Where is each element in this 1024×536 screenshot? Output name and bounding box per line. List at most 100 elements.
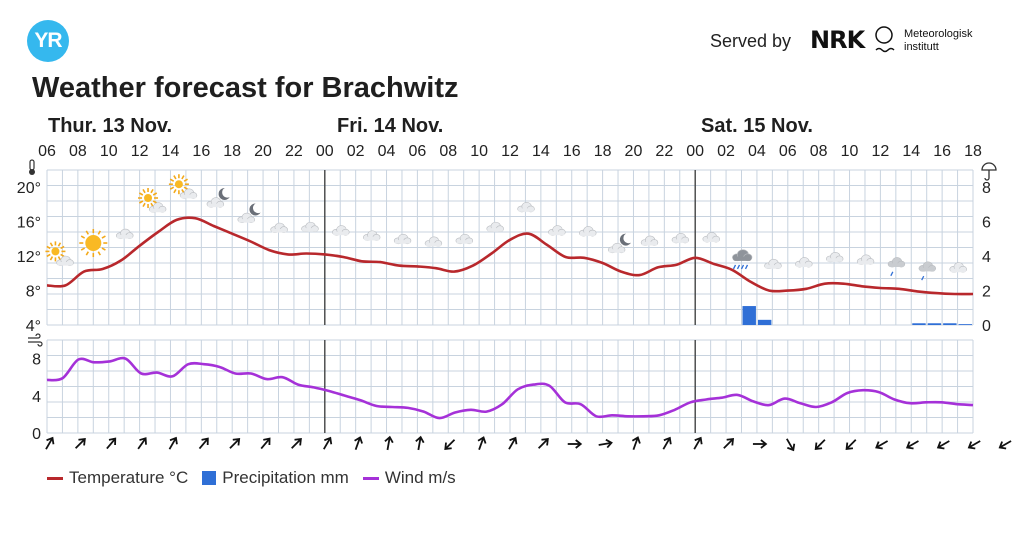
cloud-base [703, 238, 720, 243]
served-by-label: Served by [710, 31, 792, 51]
legend-temperature: Temperature °C [47, 468, 188, 488]
yr-logo[interactable]: YR [27, 20, 69, 62]
arrow-head [814, 442, 823, 450]
arrow-head [169, 436, 178, 445]
arrow-shaft [168, 438, 177, 450]
legend-wind-label: Wind m/s [384, 468, 456, 487]
arrow-head [201, 437, 209, 446]
hour-label: 04 [748, 143, 766, 160]
sun-ray [60, 253, 65, 258]
hour-label: 06 [408, 143, 427, 160]
cloudy-icon [332, 225, 350, 236]
wind-direction-arrow [508, 436, 518, 450]
y-left-tick: 12° [17, 249, 41, 266]
y-right-tick: 8 [982, 180, 991, 197]
hour-label: 18 [964, 143, 982, 160]
legend: Temperature °C Precipitation mm Wind m/s [47, 468, 470, 488]
wind-direction-arrow [106, 437, 117, 450]
rain-drop [890, 271, 894, 277]
wind-direction-arrow [567, 439, 583, 449]
cloud-base [487, 228, 503, 232]
arrow-shaft [229, 439, 240, 449]
wind-strokes [28, 333, 43, 347]
cloud-base [518, 208, 534, 212]
wind-direction-arrow [323, 436, 333, 450]
cloudy-icon [825, 251, 844, 263]
wind-direction-arrow [752, 439, 768, 449]
sun-ray [46, 245, 51, 250]
y-right-tick: 0 [982, 318, 991, 335]
cloud-base [149, 208, 166, 213]
cloud-base [857, 260, 874, 265]
sun-ray [138, 192, 144, 196]
arrow-head [605, 438, 613, 449]
arrow-head [845, 442, 854, 450]
partly-cloudy-night-icon [206, 187, 230, 208]
hour-label: 00 [686, 143, 705, 160]
arrow-shaft [74, 439, 85, 449]
arrow-shaft [260, 438, 270, 450]
arrow-head [78, 438, 86, 446]
y-left-tick: 16° [17, 215, 41, 232]
hour-label: 14 [902, 143, 921, 160]
rain-drop [740, 264, 745, 270]
legend-wind-swatch [362, 476, 379, 480]
y-right-tick: 6 [982, 215, 991, 232]
wind-direction-arrow [229, 438, 241, 449]
hour-label: 02 [717, 143, 735, 160]
arrow-shaft [938, 440, 950, 448]
thermometer-bulb [29, 169, 35, 175]
y-right-tick: 4 [982, 249, 991, 266]
wind-line [46, 356, 974, 420]
hour-label: 22 [285, 143, 303, 160]
cloud-base [672, 239, 689, 243]
legend-wind: Wind m/s [362, 468, 456, 488]
arrow-shaft [45, 438, 53, 450]
sun-ray [173, 189, 177, 194]
nrk-logo[interactable]: NRK [810, 26, 865, 54]
wind-direction-arrow [444, 439, 456, 450]
hour-label: 20 [254, 143, 272, 160]
hour-label: 12 [130, 143, 149, 160]
cloud-base [180, 194, 197, 199]
hour-label: 06 [778, 143, 797, 160]
wind-direction-arrow [198, 437, 209, 450]
hour-label: 12 [871, 143, 890, 160]
cloud-base [888, 263, 905, 268]
sun-ray [80, 235, 86, 239]
precipitation-bar [757, 319, 772, 325]
thermometer-icon [29, 159, 35, 175]
arrow-head [384, 435, 394, 444]
arrow-head [232, 438, 241, 446]
umbrella-canopy [981, 162, 997, 171]
arrow-shaft [323, 438, 331, 450]
wind-direction-arrow [936, 440, 950, 450]
hour-label: 08 [809, 143, 828, 160]
met-institute-icon [875, 26, 895, 53]
y-right-tick: 2 [982, 284, 991, 301]
rain-drop [736, 264, 741, 270]
sun-ray [101, 235, 106, 239]
arrow-shaft [786, 438, 794, 450]
arrow-head [444, 442, 452, 450]
cloud-base [579, 232, 596, 237]
legend-temperature-swatch [47, 476, 63, 480]
sun-ray [49, 242, 54, 247]
hour-label: 22 [655, 143, 674, 160]
cloud-base [456, 240, 473, 244]
rain-cloud-icon [732, 249, 753, 270]
wind-direction-arrow [137, 437, 147, 450]
cloudy-icon [486, 221, 504, 233]
cloudy-icon [671, 233, 690, 244]
cloudy-icon [517, 202, 535, 213]
sun-ray [85, 251, 89, 256]
arrow-shaft [632, 438, 639, 450]
sun-disc [144, 194, 153, 202]
arrow-head [354, 436, 363, 444]
partly-cloudy-day-icon [45, 241, 74, 266]
cloudy-icon [640, 235, 659, 246]
thermometer-stem [29, 159, 35, 171]
hour-label: 14 [161, 143, 180, 160]
arrow-head [726, 438, 735, 446]
